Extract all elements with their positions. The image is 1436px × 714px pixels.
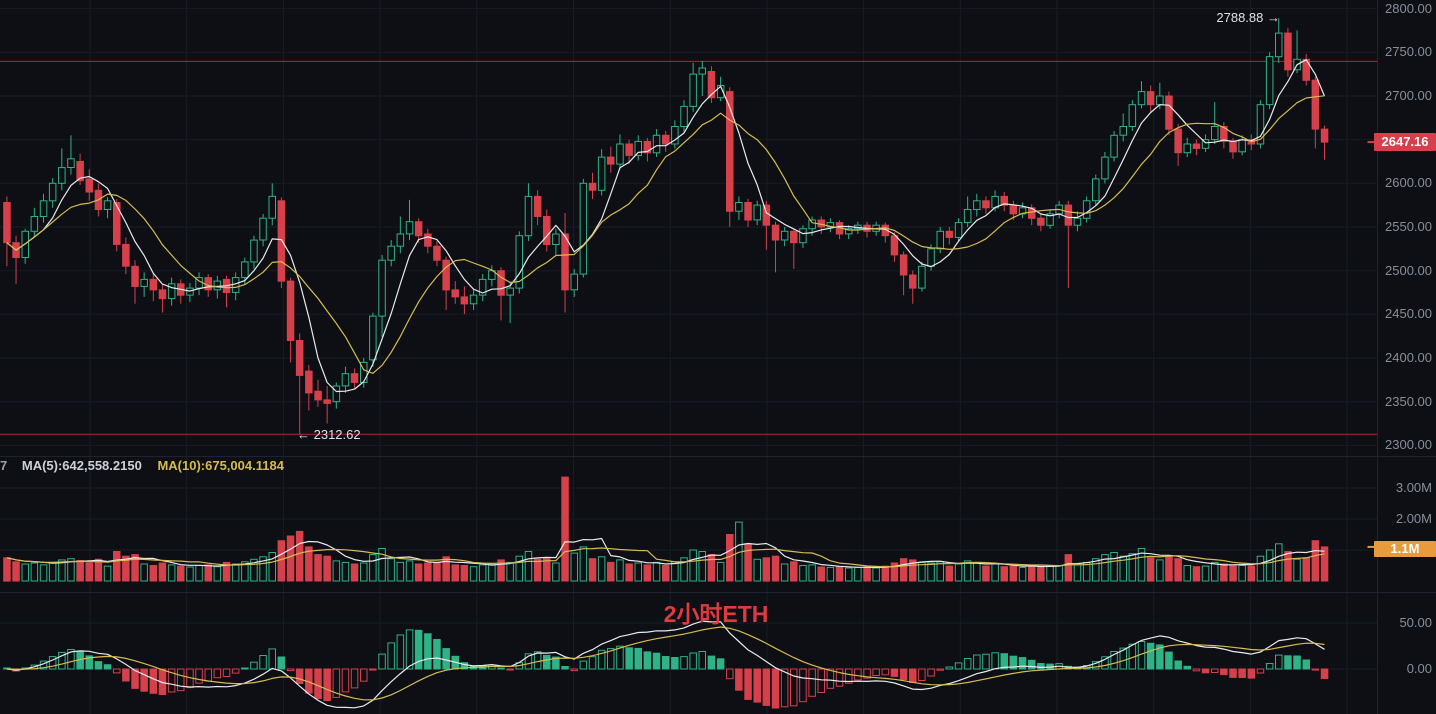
- price-axis-label: 2600.00: [1385, 175, 1432, 191]
- volume-ma5-label: MA(5):642,558.2150: [21, 458, 142, 473]
- macd-axis-label: 50.00: [1399, 615, 1432, 630]
- last-price-badge: 2647.16: [1374, 133, 1436, 151]
- price-axis-label: 2500.00: [1385, 262, 1432, 278]
- high-price-annotation: 2788.88 →: [1216, 10, 1280, 25]
- last-volume-badge: 1.1M: [1374, 541, 1436, 557]
- price-axis-label: 2750.00: [1385, 44, 1432, 60]
- price-axis-label: 2550.00: [1385, 218, 1432, 234]
- price-axis-label: 2300.00: [1385, 437, 1432, 453]
- volume-axis-label: 3.00M: [1395, 480, 1432, 495]
- volume-label-clipped: 7: [0, 458, 8, 473]
- price-axis-label: 2450.00: [1385, 306, 1432, 322]
- volume-ma-row: 7 MA(5):642,558.2150 MA(10):675,004.1184: [0, 458, 284, 473]
- price-axis-label: 2800.00: [1385, 0, 1432, 16]
- low-price-annotation: ← 2312.62: [297, 427, 361, 442]
- price-axis-label: 2350.00: [1385, 393, 1432, 409]
- macd-axis-label: 0.00: [1406, 661, 1432, 676]
- volume-axis-label: 2.00M: [1395, 511, 1432, 526]
- volume-ma10-label: MA(10):675,004.1184: [157, 458, 284, 473]
- price-axis-label: 2400.00: [1385, 350, 1432, 365]
- symbol-timeframe-watermark: 2小时ETH: [663, 601, 769, 627]
- price-axis-label: 2700.00: [1385, 87, 1432, 103]
